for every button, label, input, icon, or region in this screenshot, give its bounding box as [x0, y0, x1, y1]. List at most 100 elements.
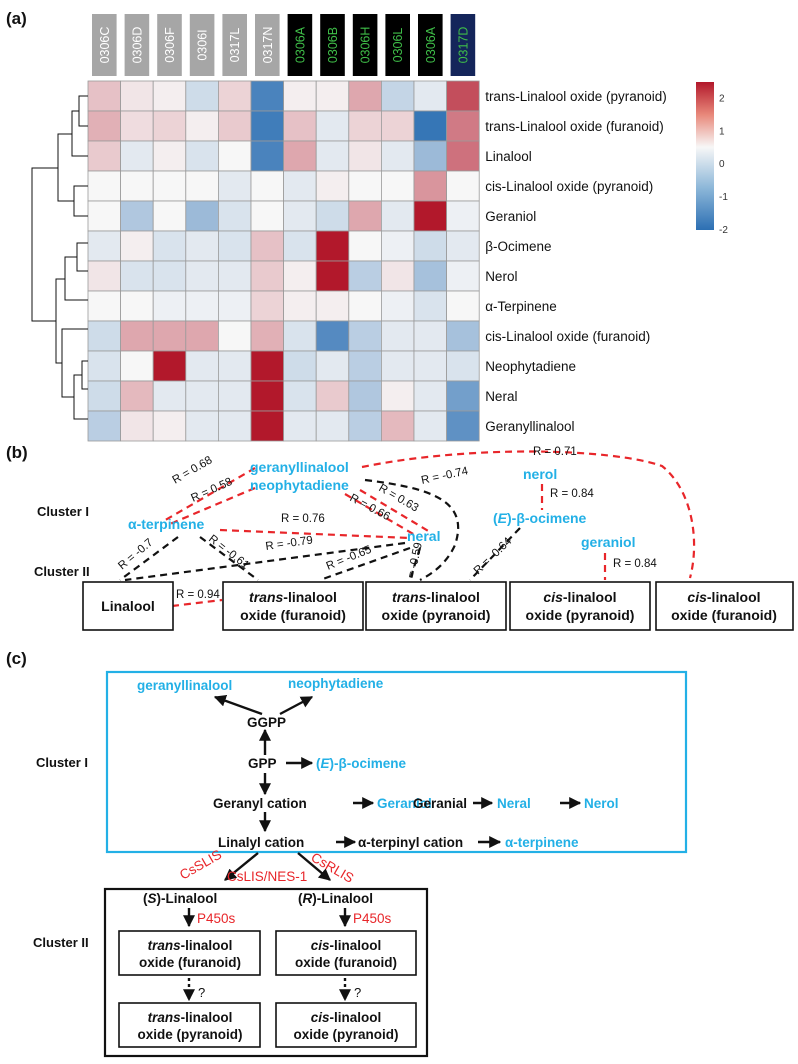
- heatmap-cell: [250, 200, 284, 232]
- heatmap-row-label: Nerol: [485, 269, 517, 284]
- c-geranyllinalool: geranyllinalool: [137, 678, 232, 693]
- c-q-left: ?: [198, 985, 205, 1000]
- c-box-label: oxide (furanoid): [139, 955, 241, 970]
- heatmap-cell: [283, 200, 317, 232]
- column-header-bg: [157, 14, 182, 76]
- heatmap-cell: [185, 230, 219, 262]
- column-header-bg: [222, 14, 247, 76]
- heatmap-cell: [446, 320, 480, 352]
- box-label: trans-linalool: [249, 589, 337, 605]
- heatmap-cell: [87, 200, 121, 232]
- edge-r076: [219, 528, 411, 540]
- heatmap-cell: [315, 380, 350, 412]
- heatmap-cell: [152, 350, 187, 382]
- heatmap-cell: [348, 260, 382, 292]
- column-header-bg: [287, 14, 313, 76]
- edge-r061: [199, 536, 259, 581]
- heatmap-cell: [120, 320, 154, 352]
- heatmap-cell: [217, 200, 252, 232]
- heatmap-cell: [217, 350, 252, 382]
- c-gpp: GPP: [248, 756, 277, 771]
- r-label: R = -0.64: [472, 535, 515, 577]
- edge-r068: [161, 467, 256, 523]
- c-linalyl-cation: Linalyl cation: [218, 835, 304, 850]
- c-neophytadiene: neophytadiene: [288, 676, 384, 691]
- heatmap-cell: [120, 140, 154, 172]
- heatmap-cell: [446, 110, 480, 142]
- heatmap-cell: [87, 230, 121, 262]
- heatmap-cell: [152, 80, 187, 112]
- heatmap-cell: [380, 170, 415, 202]
- r-label: R = 0.94: [176, 589, 220, 601]
- cluster-label-b-1: Cluster I: [37, 504, 89, 519]
- edge-r065: [319, 546, 411, 582]
- c-neral: Neral: [497, 796, 531, 811]
- column-header-bg: [450, 14, 476, 76]
- box-label: cis-linalool: [543, 589, 616, 605]
- c-ggpp: GGPP: [247, 715, 286, 730]
- box-cis-furanoid: [655, 581, 794, 631]
- c-geranial: Geranial: [413, 796, 467, 811]
- heatmap-cell: [348, 410, 382, 442]
- compound-geranyllinalool: geranyllinalool: [250, 459, 349, 475]
- heatmap-cell: [446, 80, 480, 112]
- c-box-label: oxide (furanoid): [295, 955, 397, 970]
- panel-label-a: (a): [6, 9, 27, 28]
- c-box-trans-pyranoid: [118, 1002, 261, 1048]
- edge-r063: [359, 489, 431, 533]
- box-trans-furanoid: [222, 581, 364, 631]
- c-a-terpinene: α-terpinene: [505, 835, 579, 850]
- c-q-right: ?: [354, 985, 361, 1000]
- heatmap-cell: [283, 290, 317, 322]
- heatmap-cell: [120, 380, 154, 412]
- heatmap-cell: [413, 350, 447, 382]
- heatmap-cell: [413, 320, 447, 352]
- heatmap-cell: [315, 320, 350, 352]
- heatmap-cell: [380, 350, 415, 382]
- heatmap-row-label: Neral: [485, 389, 517, 404]
- heatmap-row-label: Geranyllinalool: [485, 419, 574, 434]
- c-e-ocimene: (E)-β-ocimene: [316, 756, 407, 771]
- heatmap-cell: [217, 110, 252, 142]
- r-label: R = -0.65: [325, 544, 374, 573]
- heatmap-column-headers: 0306C 0306D 0306F 0306I 0317L 0317N 0306A 0306B…: [92, 14, 476, 76]
- heatmap-cell: [185, 260, 219, 292]
- heatmap-cell: [283, 350, 317, 382]
- heatmap-cell: [283, 80, 317, 112]
- column-header-label: 0306F: [163, 27, 177, 63]
- c-geraniol: Geraniol: [377, 796, 432, 811]
- heatmap-cell: [315, 80, 350, 112]
- heatmap-cell: [380, 110, 415, 142]
- heatmap-cell: [413, 110, 447, 142]
- heatmap-cell: [315, 110, 350, 142]
- heatmap-cell: [152, 170, 187, 202]
- c-box-label: oxide (pyranoid): [137, 1027, 242, 1042]
- heatmap-cell: [250, 110, 284, 142]
- heatmap-cell: [413, 290, 447, 322]
- heatmap-cell: [413, 170, 447, 202]
- c-r-linalool: (R)-Linalool: [298, 891, 373, 906]
- panel-label-c: (c): [6, 649, 27, 668]
- heatmap-cell: [217, 290, 252, 322]
- c-box-label: oxide (pyranoid): [293, 1027, 398, 1042]
- legend-tick-label: 1: [719, 126, 725, 137]
- cluster-label-c-2: Cluster II: [33, 935, 89, 950]
- column-header-label: 0306L: [391, 28, 405, 63]
- heatmap-cell: [185, 140, 219, 172]
- heatmap-row-label: Linalool: [485, 149, 532, 164]
- heatmap-cell: [185, 170, 219, 202]
- heatmap-cell: [348, 230, 382, 262]
- heatmap-cell: [446, 140, 480, 172]
- heatmap-cell: [413, 140, 447, 172]
- compound-e-ocimene: (E)-β-ocimene: [493, 510, 587, 526]
- heatmap-cell: [250, 80, 284, 112]
- compound-neophytadiene: neophytadiene: [250, 477, 349, 493]
- heatmap-cell: [250, 230, 284, 262]
- column-header-label: 0317L: [228, 28, 242, 63]
- heatmap-cells: [87, 80, 480, 442]
- legend-tick-label: 0: [719, 159, 725, 170]
- c-box-trans-furanoid: [118, 930, 261, 976]
- heatmap-cell: [152, 260, 187, 292]
- r-label: R = -0.79: [265, 534, 314, 553]
- column-header-label: 0306D: [130, 27, 144, 64]
